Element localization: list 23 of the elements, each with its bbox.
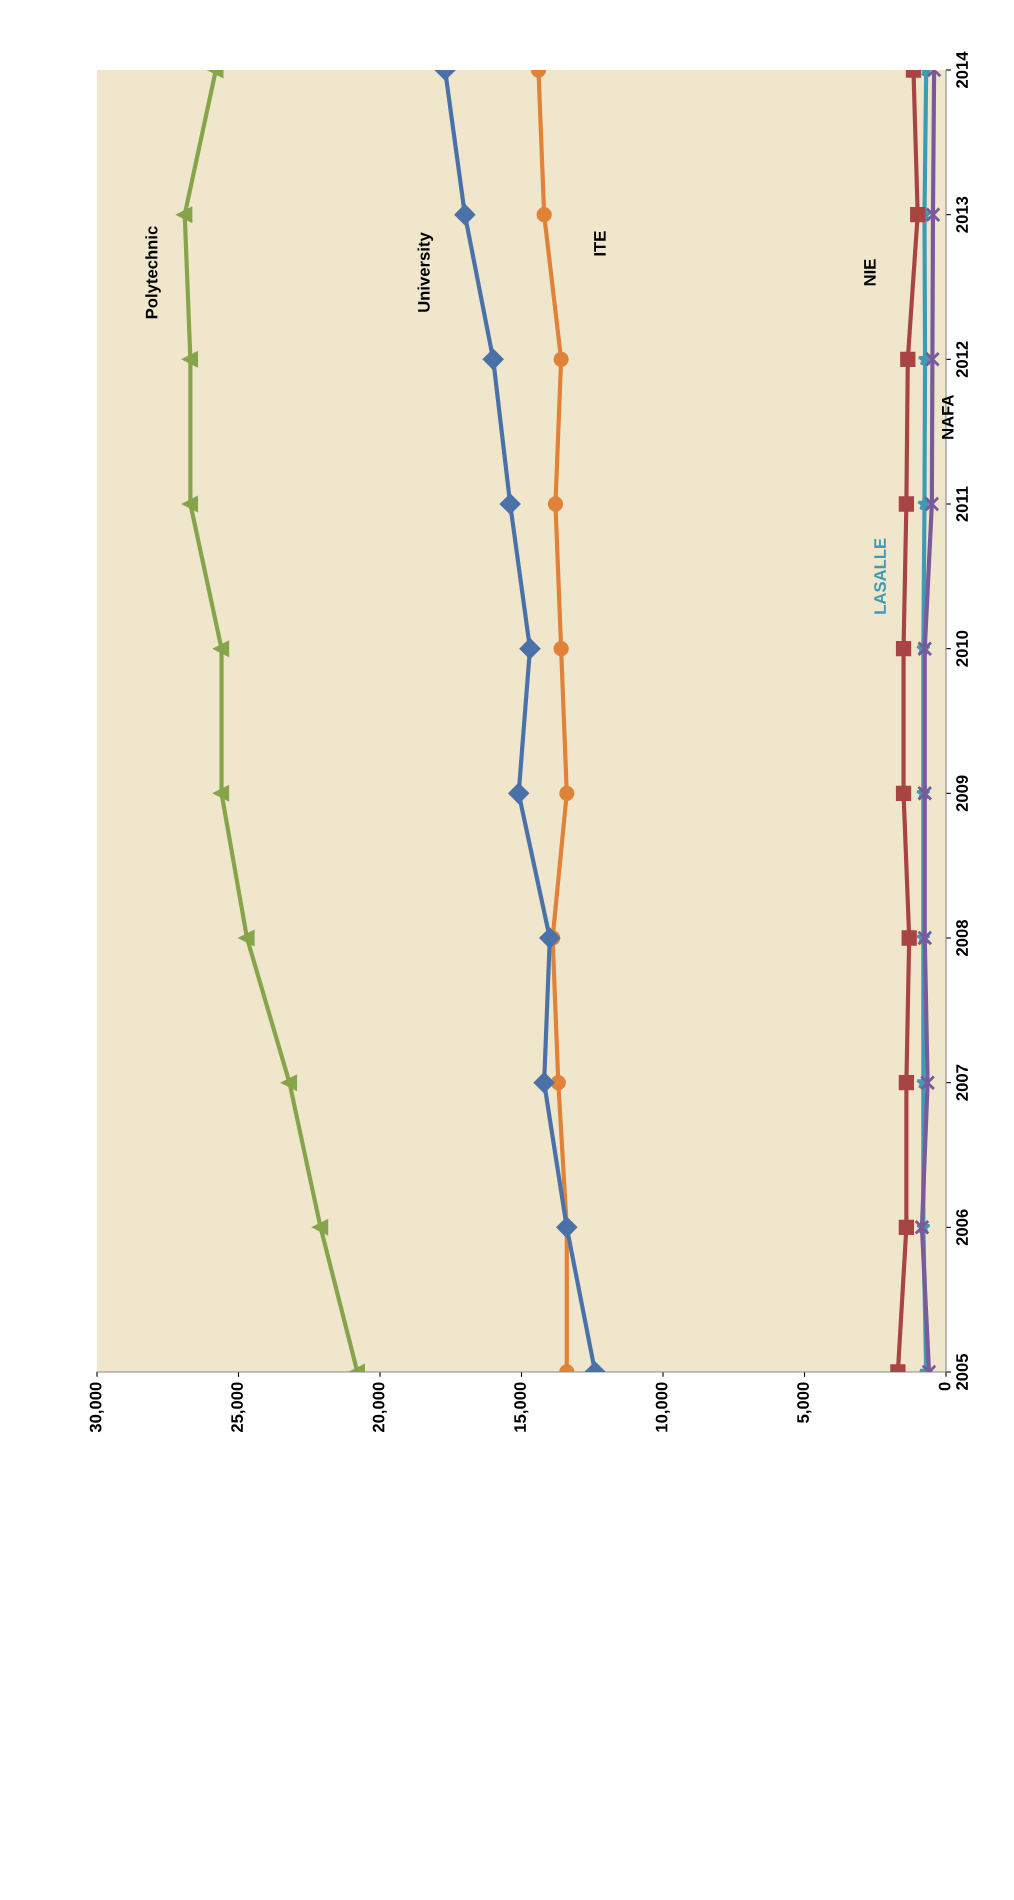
y-tick-label: 2010 [956, 630, 968, 667]
y-tick-label: 2005 [956, 1353, 968, 1390]
x-tick-label: 10,000 [655, 1382, 670, 1432]
x-tick-label: 20,000 [372, 1382, 387, 1433]
y-tick-label: 2009 [956, 775, 968, 812]
x-tick-label: 5,000 [797, 1382, 812, 1423]
y-tick-label: 2012 [956, 341, 968, 378]
text: NAFA [942, 394, 954, 439]
y-tick-label: 2014 [956, 51, 968, 88]
x-tick-label: 25,000 [231, 1382, 246, 1433]
y-tick-label: 2007 [956, 1064, 968, 1101]
y-tick-label: 2011 [956, 486, 968, 522]
y-tick-label: 2008 [956, 919, 968, 956]
x-tick-label: 0 [938, 1382, 951, 1391]
text: NIE [864, 259, 876, 286]
y-tick-label: 2013 [956, 196, 968, 233]
text: University [417, 232, 434, 312]
text: ITE [594, 231, 606, 256]
text: LASALLE [874, 538, 886, 614]
x-tick-label: 15,000 [514, 1382, 529, 1432]
text: Polytechnic [145, 226, 161, 319]
x-tick-label: 30,000 [89, 1382, 104, 1433]
y-tick-label: 2006 [956, 1209, 968, 1246]
